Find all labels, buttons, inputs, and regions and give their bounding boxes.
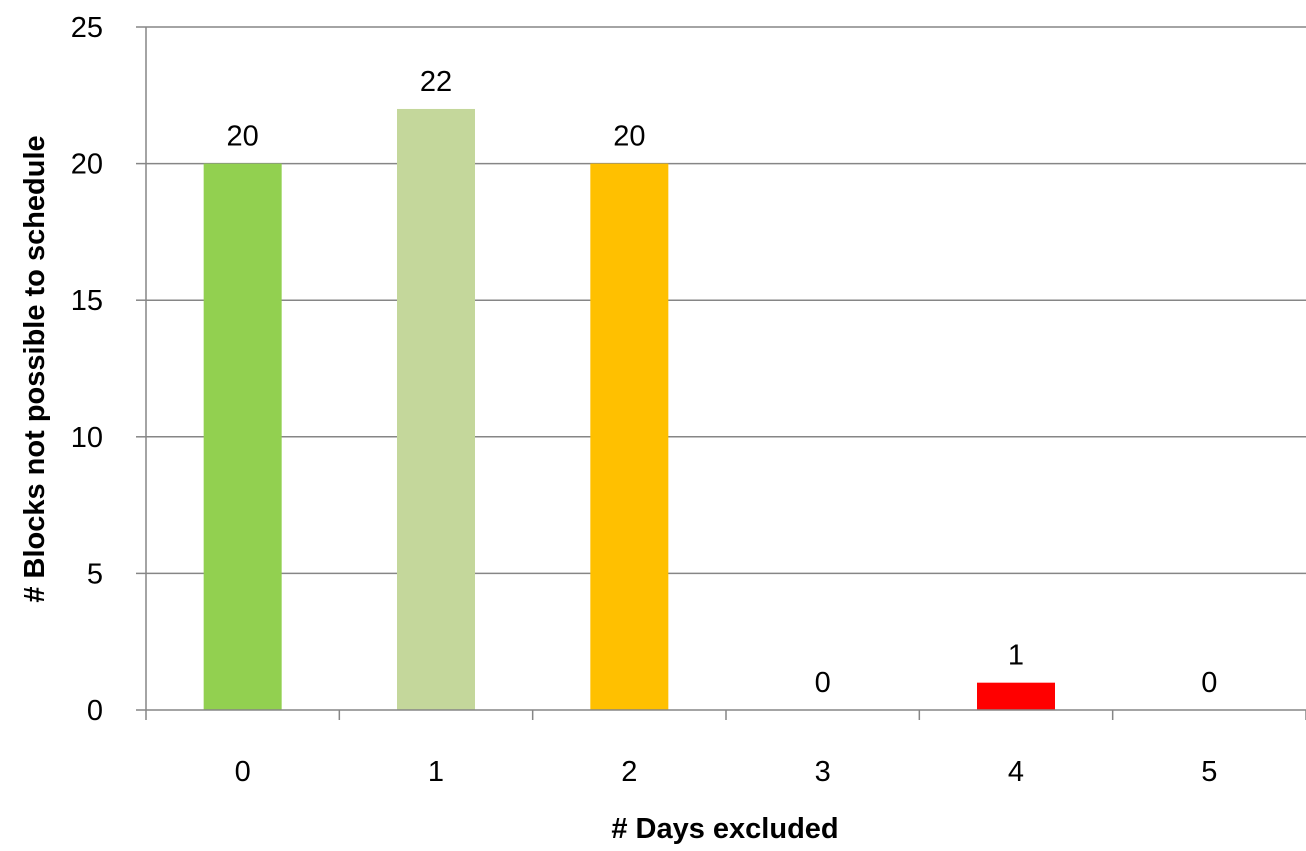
y-tick-label-10: 10 (71, 422, 103, 454)
x-tick-label-2: 2 (621, 756, 637, 788)
x-tick-label-3: 3 (815, 756, 831, 788)
data-label-4: 1 (1008, 640, 1024, 672)
x-tick-label-0: 0 (235, 756, 251, 788)
x-tick-label-5: 5 (1201, 756, 1217, 788)
bars (203, 108, 1055, 711)
x-axis-title: # Days excluded (611, 813, 838, 845)
x-tick-label-4: 4 (1008, 756, 1024, 788)
bar-1 (397, 108, 475, 710)
bar-0 (203, 163, 282, 711)
axes (136, 26, 1306, 720)
data-label-3: 0 (815, 667, 831, 699)
data-label-0: 20 (227, 121, 259, 153)
y-tick-label-20: 20 (71, 149, 103, 181)
y-tick-label-5: 5 (87, 558, 103, 590)
y-axis-title: # Blocks not possible to schedule (19, 135, 51, 602)
bar-2 (590, 163, 669, 711)
bar-4 (977, 682, 1055, 710)
y-tick-label-15: 15 (71, 285, 103, 317)
gridlines (146, 26, 1306, 575)
data-label-2: 20 (613, 121, 645, 153)
y-tick-label-0: 0 (87, 695, 103, 727)
data-label-1: 22 (420, 66, 452, 98)
x-tick-label-1: 1 (428, 756, 444, 788)
y-tick-label-25: 25 (71, 12, 103, 44)
data-label-5: 0 (1201, 667, 1217, 699)
